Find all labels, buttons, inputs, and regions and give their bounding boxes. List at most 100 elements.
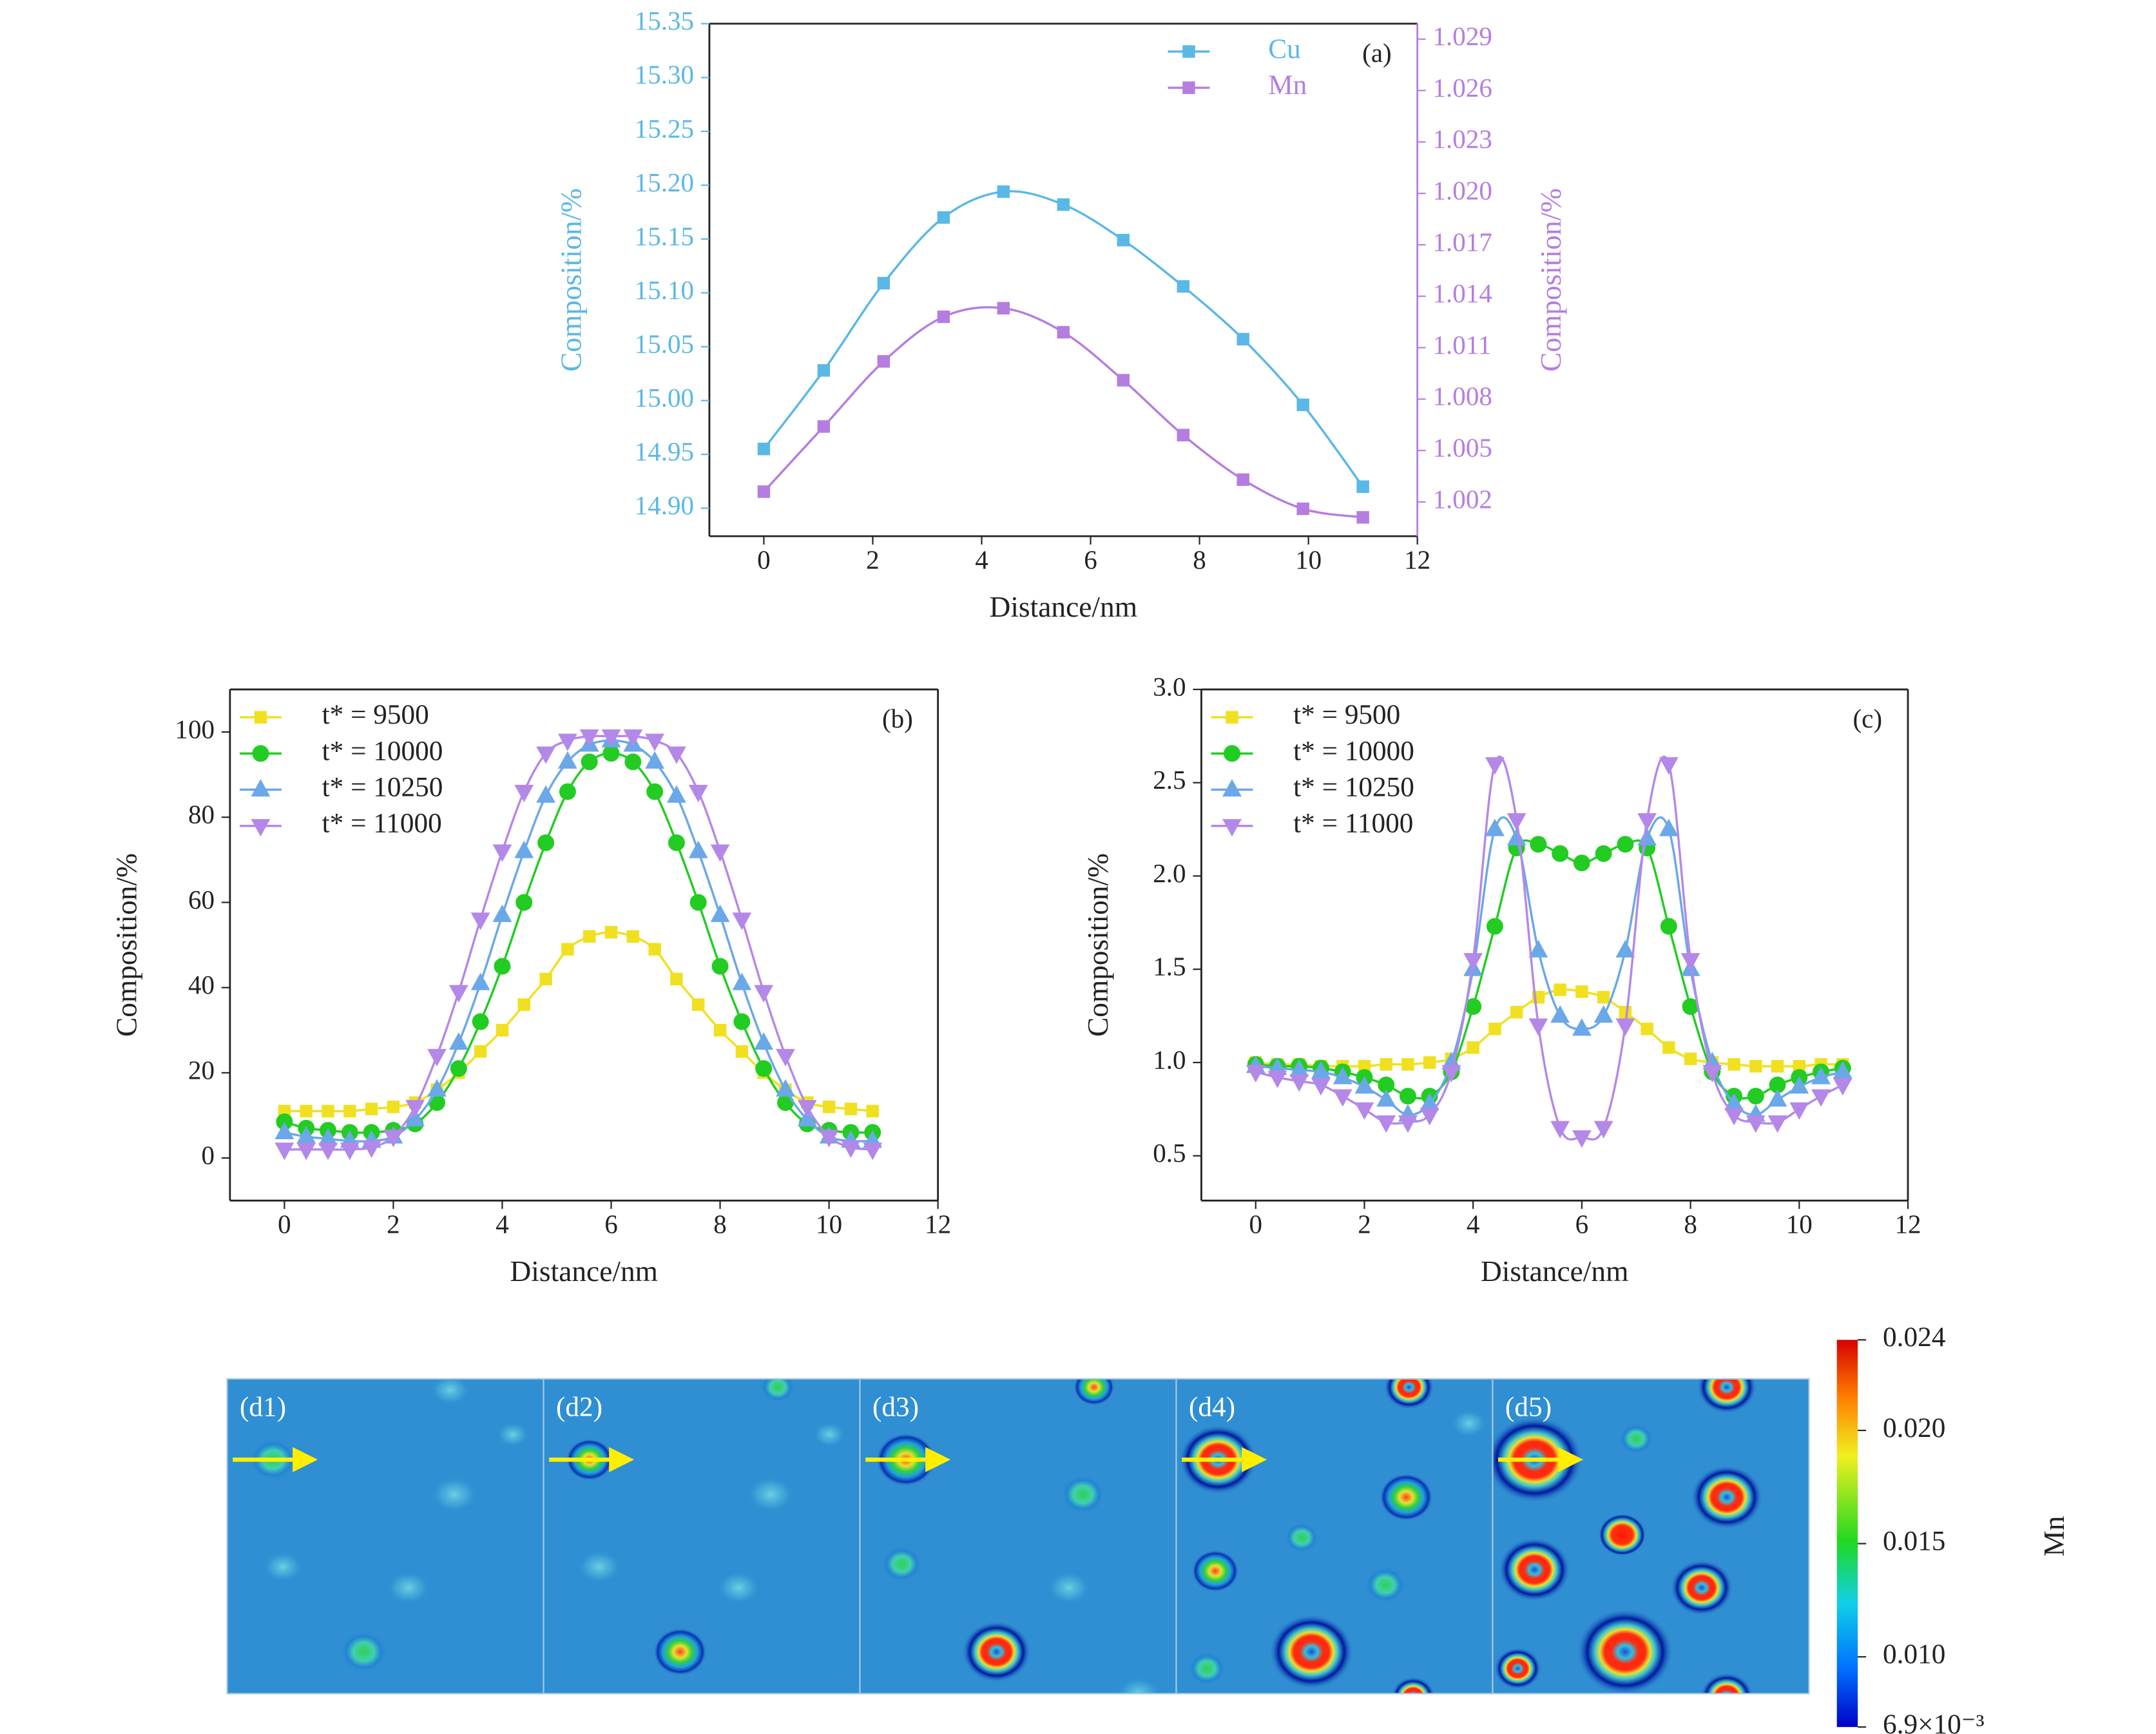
precipitate [760, 1378, 795, 1403]
marker [1728, 1058, 1740, 1071]
marker [841, 1140, 861, 1159]
marker [300, 1104, 313, 1118]
marker [322, 1104, 334, 1118]
marker [1510, 1006, 1523, 1019]
marker [645, 751, 665, 769]
marker [1749, 1059, 1762, 1073]
marker [601, 729, 621, 747]
marker [492, 844, 512, 862]
marker [494, 958, 511, 975]
marker [251, 779, 271, 797]
precipitate [653, 1628, 707, 1676]
panel-label: (d3) [872, 1391, 919, 1422]
precipitate [747, 1476, 794, 1513]
y-tick-label: 15.00 [635, 383, 694, 412]
marker [1833, 1078, 1853, 1096]
marker [559, 783, 576, 800]
panel-label: (c) [1853, 704, 1882, 733]
y-tick-label: 1.5 [1153, 952, 1186, 981]
marker [1177, 429, 1189, 441]
marker [1617, 836, 1634, 853]
x-tick-label: 0 [1249, 1209, 1262, 1239]
precipitate [430, 1378, 470, 1405]
marker [1226, 711, 1238, 724]
marker [515, 894, 533, 911]
y-tick-label: 15.20 [635, 168, 694, 197]
y-tick-label: 20 [188, 1055, 215, 1084]
y-tick-label: 15.30 [635, 60, 694, 90]
marker [667, 785, 686, 803]
marker [1575, 985, 1588, 998]
precipitate [1450, 1409, 1487, 1438]
panel-border [1492, 1378, 1810, 1695]
legend-label: t* = 11000 [1293, 808, 1413, 839]
marker [648, 943, 661, 956]
colorbar-tick-label: 0.020 [1883, 1412, 1945, 1443]
legend-label: t* = 10250 [322, 771, 443, 802]
marker [579, 729, 599, 747]
precipitate [1117, 1677, 1160, 1694]
panel-label: (a) [1362, 38, 1392, 68]
marker [252, 745, 269, 762]
precipitate [1498, 1537, 1571, 1602]
marker [1550, 1121, 1570, 1139]
heatmap-panel [543, 1378, 860, 1694]
marker [557, 733, 577, 751]
marker [536, 746, 556, 764]
marker [1615, 1018, 1635, 1036]
marker [1441, 1064, 1461, 1083]
precipitate [1073, 1378, 1115, 1405]
marker [1057, 325, 1070, 339]
marker [470, 972, 490, 990]
marker [776, 1079, 795, 1097]
panel-label: (b) [882, 704, 913, 733]
marker [937, 310, 950, 323]
marker [1572, 1018, 1592, 1036]
y-tick-label: 2.5 [1153, 765, 1186, 795]
marker [877, 276, 890, 290]
marker [405, 1100, 425, 1118]
marker [470, 912, 490, 930]
marker [514, 840, 534, 858]
marker [1296, 502, 1309, 515]
panel-label: (d2) [556, 1391, 602, 1422]
y2-tick-label: 1.026 [1432, 73, 1492, 102]
marker [1237, 332, 1249, 346]
marker [1237, 473, 1249, 486]
x-tick-label: 2 [866, 545, 880, 575]
colorbar-tick-label: 0.015 [1883, 1525, 1945, 1556]
legend-label: t* = 11000 [322, 808, 442, 839]
heatmap-background [227, 1378, 544, 1694]
x-tick-label: 0 [278, 1209, 291, 1239]
y-tick-label: 1.0 [1153, 1045, 1186, 1074]
precipitate [1269, 1614, 1354, 1690]
precipitate [263, 1551, 303, 1583]
marker [1222, 779, 1242, 797]
precipitate [1697, 1378, 1757, 1414]
precipitate [1284, 1522, 1319, 1554]
marker [274, 1142, 294, 1161]
marker [1333, 1066, 1352, 1084]
precipitate [1061, 1474, 1105, 1514]
y2-tick-label: 1.014 [1432, 278, 1492, 308]
marker [472, 1013, 489, 1030]
marker [539, 972, 552, 986]
marker [1485, 757, 1505, 775]
series-line [1255, 839, 1843, 1100]
legend-label: t* = 9500 [322, 699, 429, 730]
y-tick-label: 14.90 [635, 490, 694, 520]
legend-label: Mn [1268, 70, 1307, 101]
marker [1619, 1006, 1632, 1019]
marker [1702, 1064, 1722, 1083]
y2-tick-label: 1.029 [1432, 21, 1492, 51]
marker [1333, 1089, 1352, 1107]
marker [866, 1104, 879, 1118]
x-tick-label: 0 [757, 545, 771, 575]
precipitate [813, 1421, 846, 1447]
y-axis-label: Composition/% [111, 853, 143, 1037]
y-axis-label: Composition/% [555, 188, 588, 372]
marker [254, 711, 267, 724]
marker [427, 1048, 447, 1066]
marker [1267, 1070, 1287, 1088]
marker [670, 972, 683, 986]
